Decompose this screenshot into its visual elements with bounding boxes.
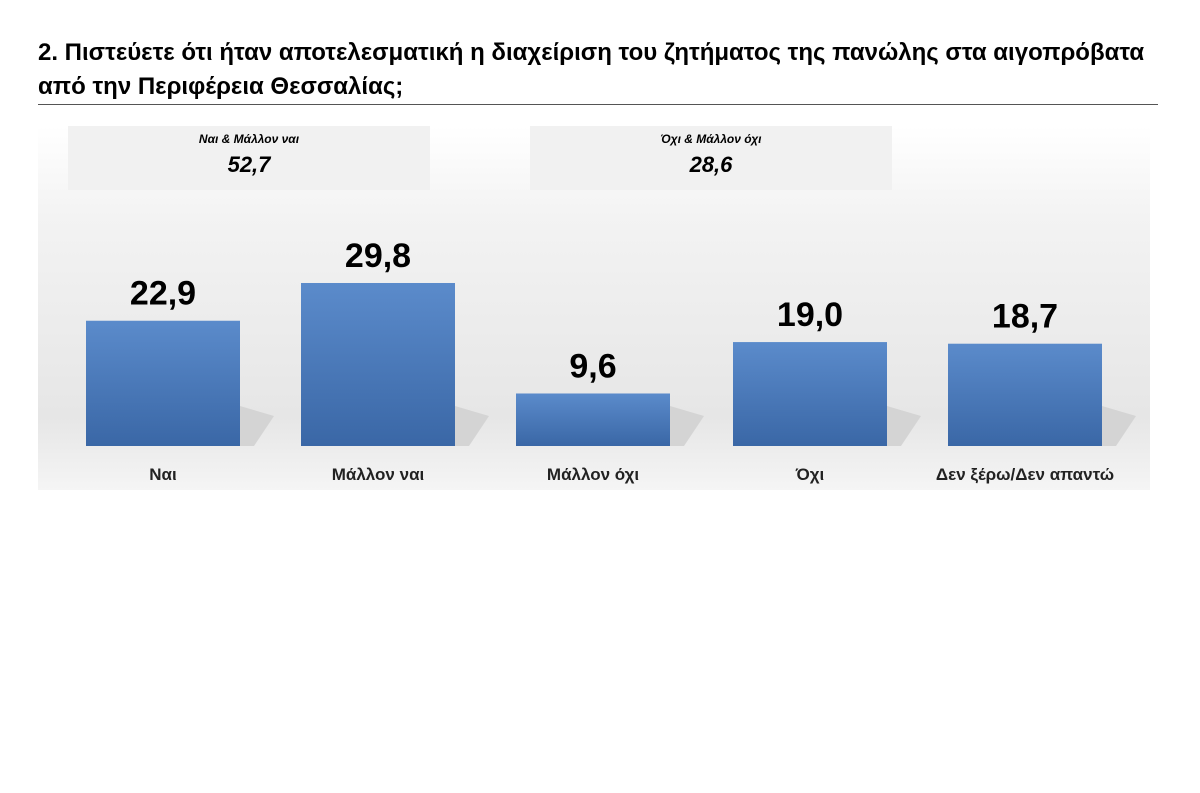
bar <box>86 320 240 446</box>
group-box-yes: Ναι & Μάλλον ναι 52,7 <box>68 126 430 190</box>
category-label: Δεν ξέρω/Δεν απαντώ <box>936 465 1114 484</box>
chart-area: Ναι & Μάλλον ναι 52,7 Όχι & Μάλλον όχι 2… <box>38 126 1150 490</box>
data-label: 29,8 <box>345 237 411 275</box>
bar <box>948 343 1102 446</box>
data-label: 9,6 <box>569 347 616 385</box>
category-label: Ναι <box>149 465 177 484</box>
group-value-yes: 52,7 <box>227 152 271 177</box>
category-label: Μάλλον όχι <box>547 465 639 484</box>
bar <box>516 393 670 446</box>
bar-shadow <box>455 406 489 446</box>
category-label: Μάλλον ναι <box>332 465 425 484</box>
bar-shadow <box>1102 406 1136 446</box>
group-label-yes: Ναι & Μάλλον ναι <box>198 132 300 146</box>
bar <box>301 282 455 446</box>
bar-shadow <box>670 406 704 446</box>
category-label: Όχι <box>795 465 825 484</box>
page-title: 2. Πιστεύετε ότι ήταν αποτελεσματική η δ… <box>38 39 1145 100</box>
group-box-no: Όχι & Μάλλον όχι 28,6 <box>530 126 892 190</box>
data-label: 19,0 <box>777 296 843 334</box>
bar <box>733 342 887 446</box>
group-label-no: Όχι & Μάλλον όχι <box>660 132 762 146</box>
group-value-no: 28,6 <box>689 152 733 177</box>
bar-chart: 22,9 Ναι 29,8 Μάλλον ναι 9,6 Μάλλον όχι 19,0 Όχ… <box>86 237 1136 484</box>
bar-shadow <box>240 406 274 446</box>
data-label: 18,7 <box>992 298 1058 336</box>
data-label: 22,9 <box>130 275 196 313</box>
title-divider <box>38 104 1158 105</box>
bar-shadow <box>887 406 921 446</box>
